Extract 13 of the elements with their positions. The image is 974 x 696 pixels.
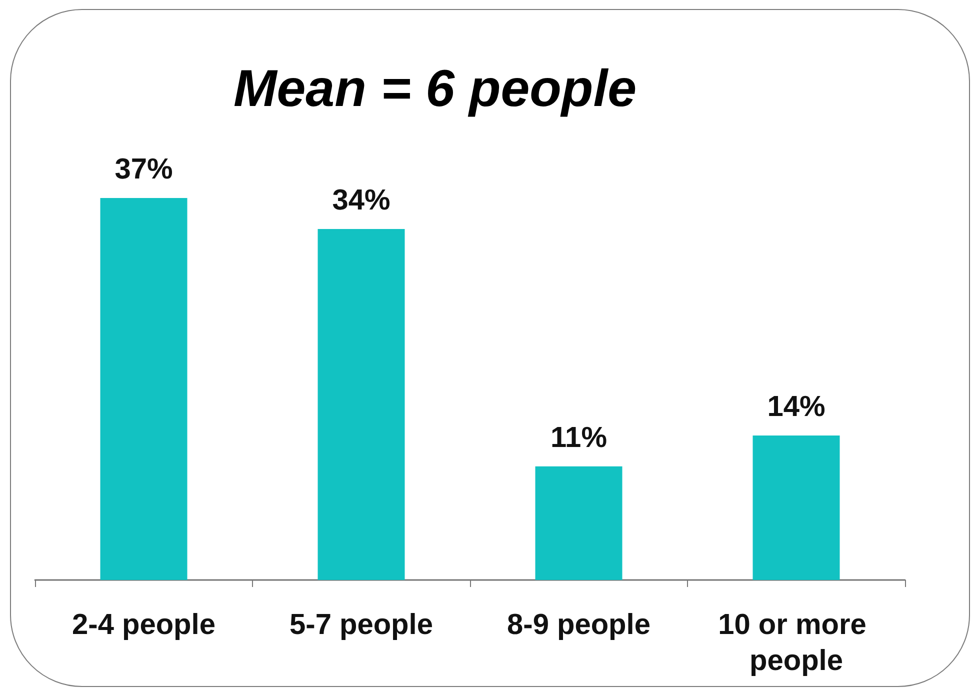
x-tick-label: 2-4 people bbox=[72, 609, 216, 641]
bar bbox=[100, 198, 188, 580]
bar bbox=[752, 435, 840, 580]
data-label: 14% bbox=[767, 390, 826, 423]
data-label: 34% bbox=[332, 184, 390, 216]
data-label: 37% bbox=[114, 154, 173, 186]
bar bbox=[535, 466, 622, 580]
chart-title: Mean = 6 people bbox=[233, 60, 637, 118]
bar bbox=[318, 228, 405, 580]
x-tick-label: 5-7 people bbox=[290, 609, 433, 641]
data-label: 11% bbox=[550, 422, 608, 454]
x-tick-label: 10 or more people bbox=[718, 609, 874, 677]
x-tick-label: 8-9 people bbox=[507, 609, 650, 641]
